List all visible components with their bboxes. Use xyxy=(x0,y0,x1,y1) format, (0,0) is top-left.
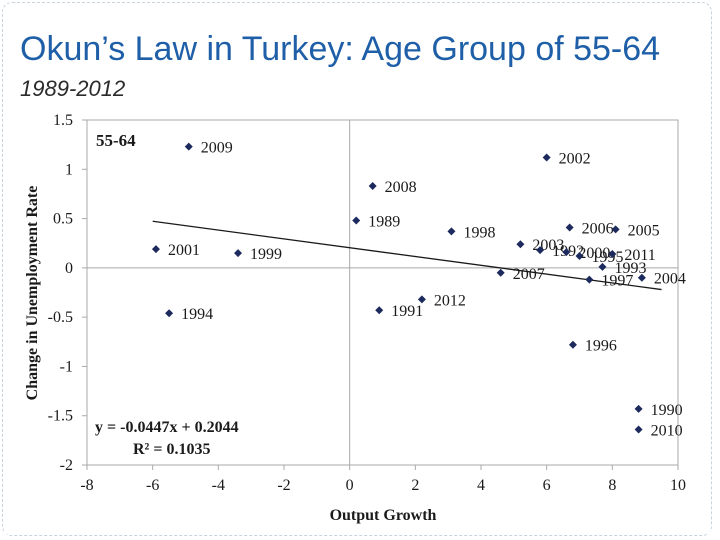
data-point-2008 xyxy=(368,182,377,191)
point-label-2006: 2006 xyxy=(582,220,614,237)
x-axis-title: Output Growth xyxy=(330,507,437,524)
data-point-1999 xyxy=(234,249,243,258)
point-label-1993: 1993 xyxy=(614,260,646,277)
point-label-2001: 2001 xyxy=(168,242,200,259)
x-tick-label: -4 xyxy=(212,477,225,494)
trendline-layer xyxy=(152,220,662,291)
point-label-1990: 1990 xyxy=(651,402,683,419)
point-label-1989: 1989 xyxy=(368,214,400,231)
data-point-1995 xyxy=(575,252,584,261)
data-point-1992 xyxy=(536,246,545,255)
data-point-1989 xyxy=(352,216,361,225)
point-label-2012: 2012 xyxy=(434,292,466,309)
data-point-2001 xyxy=(151,245,160,254)
data-point-1994 xyxy=(165,309,174,318)
x-tick-label: 8 xyxy=(608,477,616,494)
point-label-1991: 1991 xyxy=(391,303,423,320)
data-point-2002 xyxy=(542,153,551,162)
data-point-1993 xyxy=(598,262,607,271)
point-label-2010: 2010 xyxy=(651,423,683,440)
point-label-2004: 2004 xyxy=(654,271,686,288)
point-label-2005: 2005 xyxy=(628,222,660,239)
axes-layer: -8 -6 -4 -2 0 2 4 6 8 10 1.5 1 0.5 0 -0.5 -1 -1.5 -2 xyxy=(48,112,686,494)
r-squared-label: R² = 0.1035 xyxy=(133,441,210,458)
x-tick-label: -8 xyxy=(80,477,93,494)
data-point-1998 xyxy=(447,227,456,236)
y-tick-label: 1.5 xyxy=(53,112,73,129)
data-point-2010 xyxy=(634,425,643,434)
point-label-2011: 2011 xyxy=(624,247,655,264)
point-label-2002: 2002 xyxy=(559,150,591,167)
x-tick-label: -6 xyxy=(146,477,159,494)
data-point-1990 xyxy=(634,404,643,413)
y-tick-label: 1 xyxy=(65,161,73,178)
x-tick-label: -2 xyxy=(277,477,290,494)
y-axis-title: Change in Unemployment Rate xyxy=(24,186,41,401)
data-point-2005 xyxy=(611,225,620,234)
chart-background xyxy=(4,102,710,534)
point-label-1998: 1998 xyxy=(463,224,495,241)
x-tick-label: 6 xyxy=(543,477,551,494)
y-tick-label: 0 xyxy=(65,260,73,277)
data-point-1991 xyxy=(375,306,384,315)
y-tick-label: -1 xyxy=(60,358,73,375)
data-point-2011 xyxy=(608,250,617,259)
y-tick-label: -2 xyxy=(60,457,73,474)
data-point-2006 xyxy=(565,223,574,232)
data-point-2007 xyxy=(496,268,505,277)
data-point-2000 xyxy=(562,248,571,257)
trendline xyxy=(152,220,662,291)
x-tick-label: 10 xyxy=(670,477,686,494)
data-point-1997 xyxy=(585,275,594,284)
data-point-2004 xyxy=(637,273,646,282)
point-label-2008: 2008 xyxy=(385,179,417,196)
point-label-1999: 1999 xyxy=(250,246,282,263)
point-label-1996: 1996 xyxy=(585,338,617,355)
plot-frame xyxy=(86,119,679,466)
y-tick-label: -0.5 xyxy=(48,309,73,326)
point-label-2009: 2009 xyxy=(201,140,233,157)
y-tick-label: -1.5 xyxy=(48,408,73,425)
data-point-2012 xyxy=(417,295,426,304)
y-tick-label: 0.5 xyxy=(53,211,73,228)
data-points-layer: 2009200220081989199820062005200319922000… xyxy=(151,140,686,440)
slide-frame xyxy=(2,2,712,536)
trendline-equation: y = -0.0447x + 0.2044 xyxy=(95,419,239,436)
point-label-1997: 1997 xyxy=(601,273,633,290)
slide-title: Okun’s Law in Turkey: Age Group of 55-64 xyxy=(20,30,661,68)
point-label-2000: 2000 xyxy=(578,245,610,262)
point-label-2007: 2007 xyxy=(513,266,545,283)
panel-label: 55-64 xyxy=(96,131,136,150)
slide-subtitle: 1989-2012 xyxy=(20,76,126,101)
x-tick-label: 4 xyxy=(477,477,485,494)
x-tick-label: 0 xyxy=(346,477,354,494)
x-tick-label: 2 xyxy=(411,477,419,494)
data-point-1996 xyxy=(568,340,577,349)
data-point-2009 xyxy=(184,142,193,151)
point-label-1994: 1994 xyxy=(181,306,213,323)
data-point-2003 xyxy=(516,240,525,249)
